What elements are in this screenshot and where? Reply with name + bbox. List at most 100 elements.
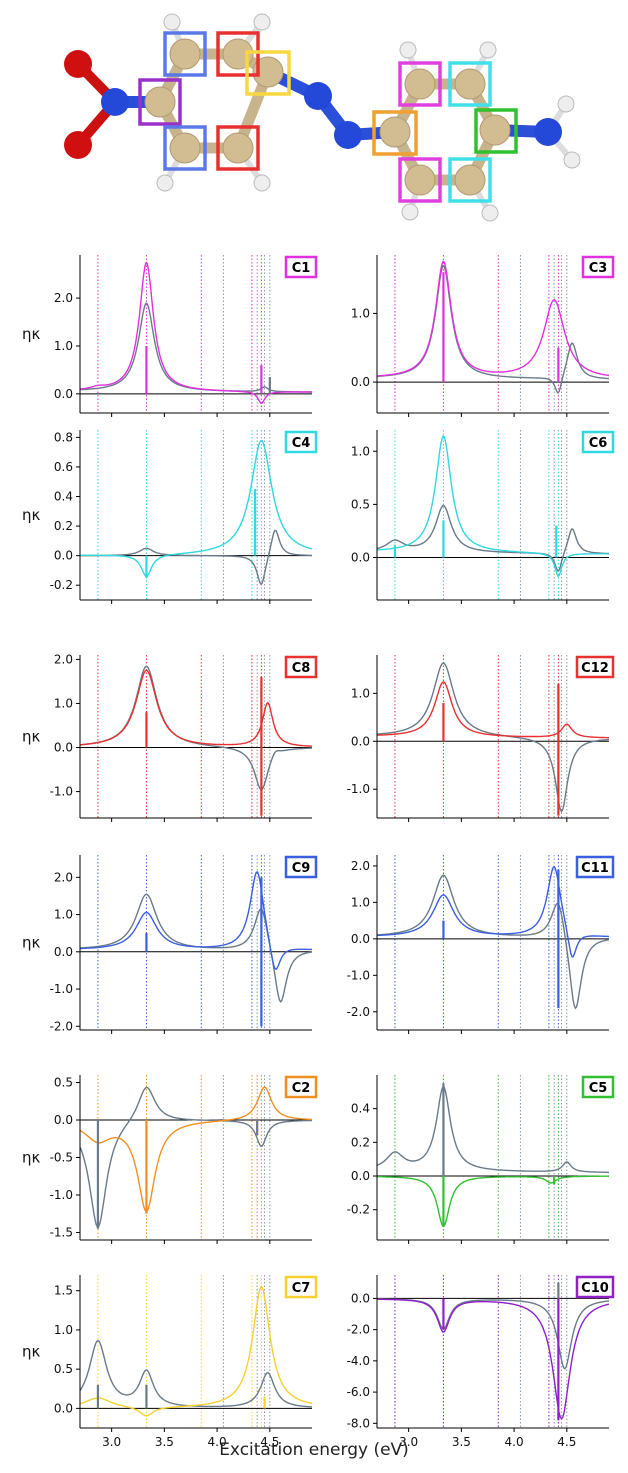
panel-label-box bbox=[284, 1075, 318, 1099]
y-axis-label: ηκ bbox=[22, 325, 41, 343]
panel-label-box bbox=[284, 255, 318, 279]
carbon-curve bbox=[79, 261, 313, 405]
panel-label-box bbox=[581, 430, 615, 454]
panel-label: C3 bbox=[589, 261, 608, 276]
reference-curve bbox=[376, 504, 609, 573]
y-tick-label: 1.0 bbox=[351, 444, 370, 458]
y-tick-label: 0.4 bbox=[351, 1102, 370, 1116]
y-tick-label: -2.0 bbox=[347, 1323, 370, 1337]
y-tick-label: -6.0 bbox=[347, 1385, 370, 1399]
carbon-curve bbox=[79, 1286, 313, 1417]
y-tick-label: -1.0 bbox=[347, 968, 370, 982]
y-tick-label: 0.0 bbox=[54, 1401, 73, 1415]
y-tick-label: -1.0 bbox=[50, 785, 73, 799]
y-tick-label: -4.0 bbox=[347, 1354, 370, 1368]
y-tick-label: 0.0 bbox=[54, 549, 73, 563]
y-tick-label: 0.0 bbox=[351, 375, 370, 389]
panel-c8: 2.0 1.0 0.0 -1.0 ηκ C8 bbox=[22, 652, 318, 822]
panel-label: C4 bbox=[292, 436, 311, 451]
panel-label-box bbox=[581, 1075, 615, 1099]
carbon-curve bbox=[376, 1175, 609, 1228]
x-tick-label: 3.5 bbox=[155, 1435, 174, 1449]
panel-label: C9 bbox=[292, 861, 311, 876]
reference-curve bbox=[376, 662, 610, 813]
reference-curve bbox=[376, 874, 610, 1010]
panel-label-box bbox=[575, 655, 615, 679]
panel-c5: 0.4 0.2 0.0 -0.2 C5 bbox=[347, 1075, 615, 1244]
carbon-curve bbox=[79, 669, 313, 747]
y-tick-label: 0.8 bbox=[54, 430, 73, 444]
y-tick-label: -0.2 bbox=[50, 578, 73, 592]
panel-label-box bbox=[284, 855, 318, 879]
y-tick-label: 0.0 bbox=[54, 945, 73, 959]
panel-label-box bbox=[284, 430, 318, 454]
x-tick-label: 3.5 bbox=[452, 1435, 471, 1449]
panel-label-box bbox=[575, 855, 615, 879]
x-tick-label: 4.0 bbox=[505, 1435, 524, 1449]
panel-label: C12 bbox=[581, 661, 609, 676]
carbon-curve bbox=[377, 681, 609, 739]
x-tick-label: 4.5 bbox=[260, 1435, 279, 1449]
carbon-curve bbox=[80, 439, 313, 578]
carbon-curve bbox=[376, 260, 610, 377]
molecule-diagram bbox=[64, 13, 581, 222]
x-tick-label: 3.0 bbox=[399, 1435, 418, 1449]
y-axis-label: ηκ bbox=[22, 1149, 41, 1167]
reference-curve bbox=[79, 302, 312, 393]
y-tick-label: 0.0 bbox=[351, 551, 370, 565]
y-tick-label: 2.0 bbox=[54, 870, 73, 884]
y-tick-label: 0.5 bbox=[54, 1362, 73, 1376]
y-tick-label: -8.0 bbox=[347, 1416, 370, 1430]
panel-label: C1 bbox=[292, 261, 311, 276]
panel-c3: 0.0 1.0 C3 bbox=[351, 255, 615, 417]
reference-curve bbox=[80, 529, 312, 586]
y-tick-label: 0.0 bbox=[54, 1113, 73, 1127]
y-tick-label: 0.0 bbox=[54, 387, 73, 401]
y-tick-label: 2.0 bbox=[351, 859, 370, 873]
y-tick-label: 1.0 bbox=[54, 908, 73, 922]
panel-c10: 0.0 -2.0 -4.0 -6.0 -8.0 3.0 3.5 4.0 4.5 C10 bbox=[347, 1275, 615, 1449]
y-tick-label: 0.0 bbox=[54, 741, 73, 755]
reference-curve bbox=[79, 1340, 313, 1408]
reference-curve bbox=[376, 1085, 610, 1174]
y-tick-label: 0.0 bbox=[351, 1169, 370, 1183]
y-tick-label: -2.0 bbox=[347, 1005, 370, 1019]
panel-label-box bbox=[284, 655, 318, 679]
panel-label: C11 bbox=[581, 861, 609, 876]
y-tick-label: 1.0 bbox=[54, 1323, 73, 1337]
y-tick-label: 1.0 bbox=[351, 306, 370, 320]
y-tick-label: -1.5 bbox=[50, 1226, 73, 1240]
panel-label: C8 bbox=[292, 661, 311, 676]
carbon-curve bbox=[377, 1298, 610, 1420]
panel-label: C2 bbox=[292, 1081, 311, 1096]
y-tick-label: 1.0 bbox=[54, 696, 73, 710]
y-tick-label: 2.0 bbox=[54, 652, 73, 666]
y-tick-label: -0.5 bbox=[50, 1151, 73, 1165]
x-tick-label: 3.0 bbox=[102, 1435, 121, 1449]
y-tick-label: 1.0 bbox=[351, 686, 370, 700]
y-axis-label: ηκ bbox=[22, 1343, 41, 1361]
panel-c1: 0.0 1.0 2.0 ηκ C1 bbox=[22, 255, 318, 417]
panel-label: C5 bbox=[589, 1081, 608, 1096]
y-tick-label: 0.0 bbox=[351, 1291, 370, 1305]
panel-c6: 1.0 0.5 0.0 C6 bbox=[351, 430, 615, 604]
y-tick-label: 1.0 bbox=[54, 339, 73, 353]
y-tick-label: 0.4 bbox=[54, 490, 73, 504]
panel-label: C7 bbox=[292, 1281, 311, 1296]
panel-c4: 0.8 0.6 0.4 0.2 0.0 -0.2 ηκ C4 bbox=[22, 430, 318, 604]
y-tick-label: 0.0 bbox=[351, 734, 370, 748]
carbon-curve bbox=[376, 435, 609, 578]
y-tick-label: -1.0 bbox=[347, 782, 370, 796]
panel-label: C10 bbox=[581, 1281, 609, 1296]
panel-c7: 1.5 1.0 0.5 0.0 3.0 3.5 4.0 4.5 ηκ C7 bbox=[22, 1275, 318, 1449]
y-axis-label: ηκ bbox=[22, 934, 41, 952]
y-tick-label: 0.5 bbox=[54, 1076, 73, 1090]
y-tick-label: -1.0 bbox=[50, 1188, 73, 1202]
y-tick-label: 2.0 bbox=[54, 291, 73, 305]
reference-curve bbox=[79, 665, 312, 791]
y-tick-label: 0.0 bbox=[351, 932, 370, 946]
y-tick-label: 0.6 bbox=[54, 460, 73, 474]
x-axis-label: Excitation energy (eV) bbox=[219, 1440, 409, 1460]
panel-label-box bbox=[284, 1275, 318, 1299]
